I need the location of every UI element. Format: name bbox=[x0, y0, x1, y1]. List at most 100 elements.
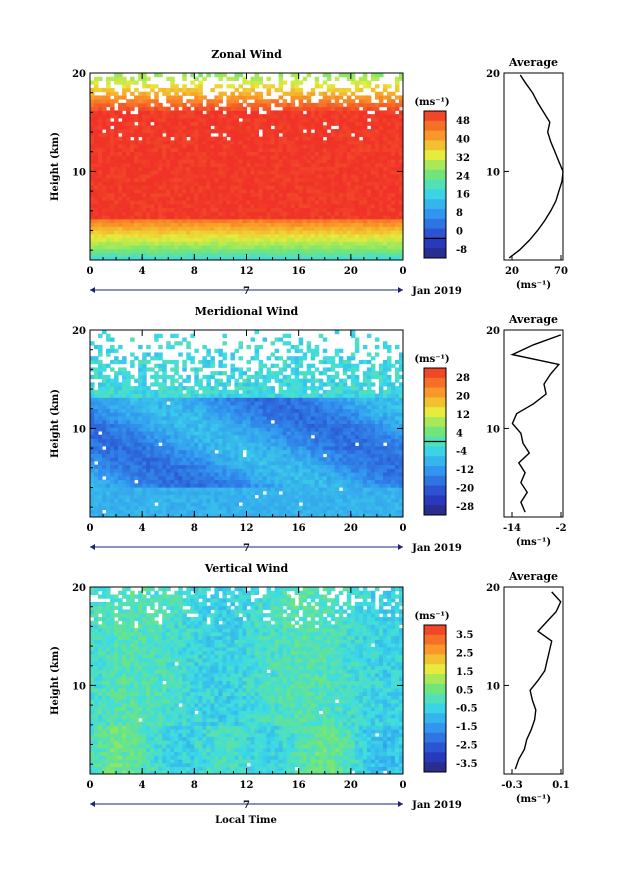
heatmap-cell bbox=[194, 416, 199, 420]
heatmap-cell bbox=[303, 140, 308, 144]
heatmap-cell bbox=[255, 219, 260, 223]
heatmap-cell bbox=[214, 122, 219, 126]
heatmap-cell bbox=[190, 99, 195, 103]
heatmap-cell bbox=[94, 95, 99, 99]
colorbar-segment bbox=[424, 229, 446, 239]
heatmap-cell bbox=[138, 208, 143, 212]
heatmap-cell bbox=[279, 245, 284, 249]
heatmap-cell bbox=[259, 230, 264, 234]
heatmap-cell bbox=[150, 382, 155, 386]
heatmap-cell bbox=[106, 453, 111, 457]
heatmap-cell bbox=[186, 386, 191, 390]
heatmap-cell bbox=[319, 196, 324, 200]
heatmap-cell bbox=[122, 487, 127, 491]
heatmap-cell bbox=[142, 401, 147, 405]
heatmap-cell bbox=[226, 245, 231, 249]
heatmap-cell bbox=[291, 241, 296, 245]
heatmap-cell bbox=[355, 208, 360, 212]
heatmap-cell bbox=[170, 394, 175, 398]
heatmap-cell bbox=[371, 241, 376, 245]
heatmap-cell bbox=[154, 442, 159, 446]
heatmap-cell bbox=[287, 211, 292, 215]
heatmap-cell bbox=[263, 215, 268, 219]
heatmap-cell bbox=[206, 196, 211, 200]
heatmap-cell bbox=[102, 506, 107, 510]
heatmap-cell bbox=[186, 144, 191, 148]
zonal-heatmap bbox=[90, 73, 404, 261]
heatmap-cell bbox=[154, 506, 159, 510]
heatmap-cell bbox=[335, 95, 340, 99]
heatmap-cell bbox=[174, 110, 179, 114]
heatmap-cell bbox=[311, 125, 316, 129]
heatmap-cell bbox=[331, 230, 336, 234]
heatmap-cell bbox=[307, 118, 312, 122]
heatmap-cell bbox=[194, 167, 199, 171]
heatmap-cell bbox=[234, 77, 239, 81]
heatmap-cell bbox=[230, 77, 235, 81]
heatmap-cell bbox=[267, 148, 272, 152]
heatmap-cell bbox=[182, 427, 187, 431]
heatmap-cell bbox=[110, 253, 115, 257]
heatmap-cell bbox=[134, 133, 139, 137]
heatmap-cell bbox=[331, 133, 336, 137]
heatmap-cell bbox=[218, 401, 223, 405]
heatmap-cell bbox=[198, 435, 203, 439]
heatmap-cell bbox=[182, 431, 187, 435]
heatmap-cell bbox=[355, 133, 360, 137]
heatmap-cell bbox=[230, 215, 235, 219]
heatmap-cell bbox=[206, 487, 211, 491]
heatmap-cell bbox=[190, 249, 195, 253]
heatmap-cell bbox=[303, 148, 308, 152]
heatmap-cell bbox=[242, 129, 247, 133]
heatmap-cell bbox=[371, 114, 376, 118]
heatmap-cell bbox=[214, 189, 219, 193]
heatmap-cell bbox=[307, 137, 312, 141]
heatmap-cell bbox=[102, 208, 107, 212]
heatmap-cell bbox=[375, 152, 380, 156]
heatmap-cell bbox=[194, 371, 199, 375]
heatmap-cell bbox=[275, 238, 280, 242]
heatmap-cell bbox=[114, 409, 119, 413]
heatmap-cell bbox=[359, 178, 364, 182]
heatmap-cell bbox=[210, 371, 215, 375]
heatmap-cell bbox=[98, 95, 103, 99]
heatmap-cell bbox=[383, 238, 388, 242]
heatmap-cell bbox=[186, 114, 191, 118]
heatmap-cell bbox=[226, 249, 231, 253]
heatmap-cell bbox=[150, 427, 155, 431]
heatmap-cell bbox=[146, 196, 151, 200]
heatmap-cell bbox=[98, 401, 103, 405]
heatmap-cell bbox=[202, 178, 207, 182]
heatmap-cell bbox=[150, 468, 155, 472]
heatmap-cell bbox=[311, 170, 316, 174]
heatmap-cell bbox=[134, 249, 139, 253]
heatmap-cell bbox=[106, 148, 111, 152]
heatmap-cell bbox=[98, 219, 103, 223]
heatmap-cell bbox=[275, 144, 280, 148]
heatmap-cell bbox=[162, 360, 167, 364]
heatmap-cell bbox=[387, 163, 392, 167]
heatmap-cell bbox=[134, 461, 139, 465]
heatmap-cell bbox=[102, 178, 107, 182]
date-bar-arrow-right bbox=[398, 287, 403, 293]
heatmap-cell bbox=[267, 122, 272, 126]
heatmap-cell bbox=[339, 152, 344, 156]
heatmap-cell bbox=[142, 405, 147, 409]
heatmap-cell bbox=[359, 122, 364, 126]
heatmap-cell bbox=[319, 193, 324, 197]
heatmap-cell bbox=[226, 241, 231, 245]
heatmap-cell bbox=[98, 442, 103, 446]
heatmap-cell bbox=[150, 431, 155, 435]
heatmap-cell bbox=[267, 196, 272, 200]
heatmap-cell bbox=[150, 223, 155, 227]
heatmap-cell bbox=[142, 386, 147, 390]
heatmap-cell bbox=[210, 167, 215, 171]
heatmap-cell bbox=[142, 468, 147, 472]
heatmap-cell bbox=[106, 178, 111, 182]
heatmap-cell bbox=[194, 390, 199, 394]
heatmap-cell bbox=[327, 167, 332, 171]
heatmap-cell bbox=[263, 193, 268, 197]
heatmap-cell bbox=[98, 99, 103, 103]
heatmap-cell bbox=[331, 107, 336, 111]
heatmap-cell bbox=[146, 487, 151, 491]
